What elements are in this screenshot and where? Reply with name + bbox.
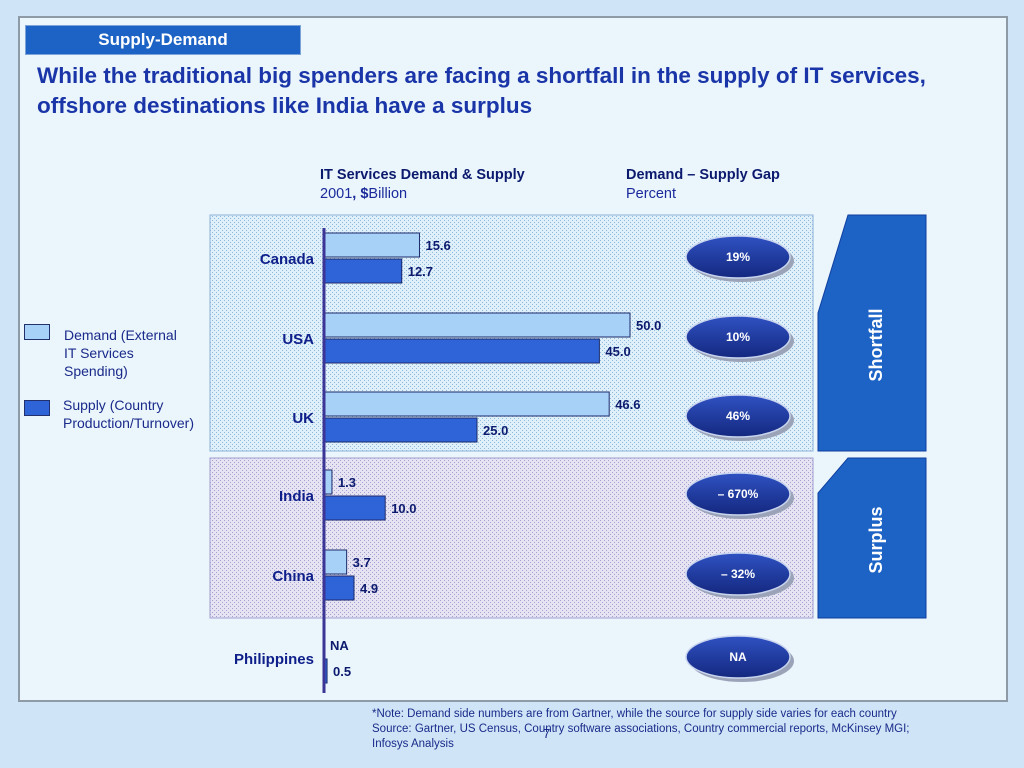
legend-label-demand: Demand (External IT Services Spending) [64,326,177,380]
category-label-philippines: Philippines [234,651,314,668]
gap-oval-canada [685,235,791,279]
gap-oval-china [685,552,791,596]
page-number: 7 [543,726,551,741]
gap-label-philippines: NA [729,650,747,664]
demand-bar-canada [323,232,420,258]
legend-label-supply: Supply (Country Production/Turnover) [63,396,194,432]
demand-value-label-india: 1.3 [338,475,356,490]
supply-bar-canada [323,258,403,284]
footnote-source: Source: Gartner, US Census, Country soft… [372,723,910,750]
group-label-shortfall: Shortfall [866,308,886,381]
supply-bar-usa [323,338,600,364]
left-heading-unit-symbol: $ [360,186,369,202]
legend-demand-line-2: IT Services [64,345,134,361]
gap-label-india: – 670% [718,487,759,501]
gap-oval-uk [685,394,791,438]
legend-supply-line-1: Supply (Country [63,397,164,413]
footnote: *Note: Demand side numbers are from Gart… [372,707,932,752]
left-column-heading: IT Services Demand & Supply 2001, $Billi… [320,166,525,204]
demand-value-label-usa: 50.0 [636,318,661,333]
right-heading-unit: Percent [626,186,676,202]
gap-oval-philippines [685,635,791,679]
section-tag: Supply-Demand [25,25,301,55]
gap-oval-usa [685,315,791,359]
supply-bar-india [323,495,386,521]
group-arrow-surplus [817,457,927,619]
gap-label-canada: 19% [726,250,750,264]
left-heading-unit-word: Billion [368,186,408,202]
legend-swatch-demand [24,324,50,340]
gap-label-uk: 46% [726,409,750,423]
footnote-note: *Note: Demand side numbers are from Gart… [372,708,897,720]
category-label-uk: UK [292,410,314,427]
right-column-heading: Demand – Supply Gap Percent [626,166,780,204]
supply-value-label-philippines: 0.5 [333,664,351,679]
slide-headline: While the traditional big spenders are f… [37,63,926,118]
demand-bar-uk [323,391,610,417]
category-label-india: India [279,488,315,505]
legend-demand-line-1: Demand (External [64,327,177,343]
group-arrow-shortfall [817,214,927,452]
category-label-usa: USA [282,331,314,348]
gap-oval-india [685,472,791,516]
demand-value-label-china: 3.7 [353,555,371,570]
gap-label-china: – 32% [721,567,755,581]
demand-value-label-canada: 15.6 [425,238,450,253]
supply-value-label-china: 4.9 [360,581,378,596]
legend-supply-line-2: Production/Turnover) [63,415,194,431]
left-heading-year: 2001 [320,186,353,202]
category-label-china: China [272,568,314,585]
supply-value-label-canada: 12.7 [408,264,433,279]
left-heading-sep: , [352,186,361,202]
group-label-surplus: Surplus [866,506,886,573]
gap-label-usa: 10% [726,330,750,344]
demand-value-label-uk: 46.6 [615,397,640,412]
supply-bar-uk [323,417,478,443]
supply-bar-china [323,575,355,601]
legend-demand-line-3: Spending) [64,363,128,379]
demand-bar-china [323,549,348,575]
supply-value-label-uk: 25.0 [483,423,508,438]
demand-value-label-philippines: NA [330,638,349,653]
supply-value-label-india: 10.0 [391,501,416,516]
right-heading-title: Demand – Supply Gap [626,167,780,183]
supply-value-label-usa: 45.0 [605,344,630,359]
left-heading-title: IT Services Demand & Supply [320,167,525,183]
legend-swatch-supply [24,400,50,416]
category-label-canada: Canada [260,251,315,268]
demand-bar-usa [323,312,631,338]
